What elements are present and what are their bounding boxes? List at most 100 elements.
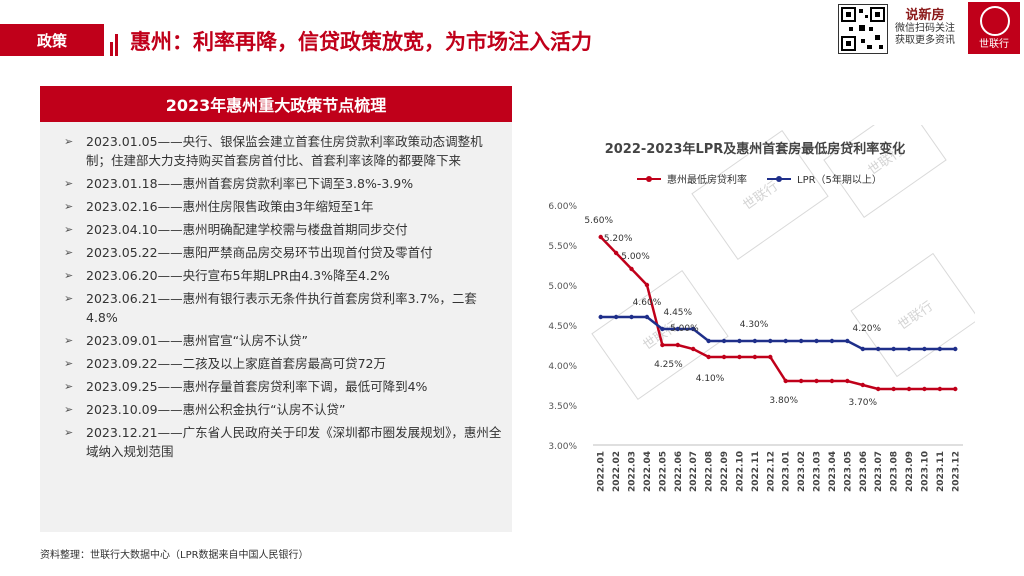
data-point: [768, 354, 773, 360]
data-label: 4.20%: [852, 324, 881, 334]
x-tick-label: 2022.03: [628, 451, 638, 492]
watermark-frame: [591, 269, 729, 401]
data-point: [906, 386, 912, 392]
data-point: [644, 282, 650, 288]
x-tick-label: 2023.10: [920, 451, 930, 492]
rate-line-chart: 世联行世联行世联行世联行2022-2023年LPR及惠州首套房最低房贷利率变化惠…: [548, 125, 975, 492]
x-tick-label: 2022.09: [720, 451, 730, 492]
list-item: ➢ 2023.02.16——惠州住房限售政策由3年缩短至1年: [64, 199, 374, 214]
x-tick-label: 2023.05: [843, 451, 853, 492]
list-item: ➢ 2023.10.09——惠州公积金执行“认房不认贷”: [64, 402, 346, 417]
data-point: [706, 338, 711, 344]
data-point: [629, 266, 634, 272]
data-point: [891, 386, 896, 392]
data-point: [953, 386, 958, 392]
y-tick-label: 5.50%: [548, 242, 577, 252]
data-point: [675, 326, 680, 332]
arrow-bullet-icon: ➢: [64, 177, 74, 190]
data-point: [598, 234, 603, 240]
y-tick-label: 3.50%: [548, 402, 577, 412]
x-tick-label: 2022.10: [735, 451, 745, 492]
brand-name: 说新房: [905, 8, 945, 23]
data-point: [613, 250, 619, 256]
data-point: [937, 346, 943, 352]
list-item: ➢ 2023.06.20——央行宣布5年期LPR由4.3%降至4.2%: [64, 268, 390, 283]
data-point: [891, 346, 896, 352]
data-point: [906, 346, 912, 352]
data-point: [644, 314, 650, 320]
data-point: [721, 354, 727, 360]
y-tick-label: 4.00%: [548, 362, 577, 372]
data-point: [783, 338, 788, 344]
data-point: [860, 346, 865, 352]
arrow-bullet-icon: ➢: [64, 246, 74, 259]
legend-marker: [776, 176, 782, 182]
arrow-bullet-icon: ➢: [64, 380, 74, 393]
watermark-text: 世联行: [896, 299, 937, 334]
data-point: [814, 338, 819, 344]
data-label: 4.10%: [696, 374, 725, 384]
x-tick-label: 2022.05: [658, 451, 668, 492]
list-item: ➢ 2023.05.22——惠阳严禁商品房交易环节出现首付贷及零首付: [64, 245, 433, 260]
page-title: 惠州：利率再降，信贷政策放宽，为市场注入活力: [130, 30, 592, 54]
chart-title: 2022-2023年LPR及惠州首套房最低房贷利率变化: [605, 141, 906, 157]
data-point: [660, 342, 665, 348]
x-tick-label: 2023.11: [936, 451, 946, 492]
arrow-bullet-icon: ➢: [64, 403, 74, 416]
logo-text: 世联行: [979, 39, 1009, 50]
data-label: 5.20%: [604, 234, 633, 244]
x-tick-label: 2023.12: [951, 451, 961, 492]
arrow-bullet-icon: ➢: [64, 223, 74, 236]
section-tag: 政策: [0, 24, 104, 56]
list-item: ➢ 2023.09.01——惠州官宣“认房不认贷”: [64, 333, 309, 348]
y-tick-label: 3.00%: [548, 442, 577, 452]
data-point: [629, 314, 634, 320]
huizhou-rate-line: [599, 236, 956, 391]
data-point: [706, 354, 711, 360]
data-point: [814, 378, 819, 384]
data-label: 5.00%: [670, 324, 699, 334]
data-point: [613, 314, 619, 320]
data-label: 4.60%: [633, 298, 662, 308]
data-point: [752, 338, 758, 344]
list-item: ➢ 2023.06.21——惠州有银行表示无条件执行首套房贷利率3.7%，二套4.…: [64, 291, 477, 325]
arrow-bullet-icon: ➢: [64, 200, 74, 213]
x-tick-label: 2022.08: [705, 451, 715, 492]
arrow-bullet-icon: ➢: [64, 269, 74, 282]
brand-line-2: 获取更多资讯: [895, 35, 955, 46]
policy-panel: ➢ 2023.01.05——央行、银保监会建立首套住房贷款利率政策动态调整机制；住…: [40, 122, 512, 532]
x-tick-label: 2022.11: [751, 451, 761, 492]
list-item: ➢ 2023.01.05——央行、银保监会建立首套住房贷款利率政策动态调整机制；住…: [64, 134, 483, 168]
title-accent-bars: [110, 24, 124, 56]
qr-code-icon: [838, 4, 888, 54]
x-tick-label: 2022.07: [689, 451, 699, 492]
data-point: [737, 338, 742, 344]
list-item: ➢ 2023.12.21——广东省人民政府关于印发《深圳都市圈发展规划》，惠州全域…: [64, 425, 502, 459]
brand-line-1: 微信扫码关注: [895, 23, 955, 34]
list-item: ➢ 2023.09.22——二孩及以上家庭首套房最高可贷72万: [64, 356, 386, 371]
data-point: [876, 386, 881, 392]
watermark-frame: [823, 125, 947, 219]
data-point: [953, 346, 958, 352]
x-tick-label: 2022.04: [643, 451, 653, 492]
y-tick-label: 6.00%: [548, 202, 577, 212]
legend-label: LPR（5年期以上）: [797, 173, 882, 186]
arrow-bullet-icon: ➢: [64, 426, 74, 439]
data-point: [798, 338, 804, 344]
data-label: 4.30%: [740, 320, 769, 330]
x-tick-label: 2023.01: [782, 451, 792, 492]
data-point: [691, 346, 696, 352]
panel-title: 2023年惠州重大政策节点梳理: [40, 86, 512, 122]
data-point: [598, 314, 603, 320]
data-point: [845, 378, 850, 384]
list-item: ➢ 2023.01.18——惠州首套房贷款利率已下调至3.8%-3.9%: [64, 176, 414, 191]
policy-list: ➢ 2023.01.05——央行、银保监会建立首套住房贷款利率政策动态调整机制；住…: [40, 122, 512, 461]
data-point: [752, 354, 758, 360]
y-tick-label: 5.00%: [548, 282, 577, 292]
data-label: 3.80%: [769, 396, 798, 406]
x-tick-label: 2022.12: [766, 451, 776, 492]
watermark-frame: [691, 129, 829, 261]
data-point: [675, 342, 680, 348]
arrow-bullet-icon: ➢: [64, 357, 74, 370]
x-tick-label: 2022.02: [612, 451, 622, 492]
